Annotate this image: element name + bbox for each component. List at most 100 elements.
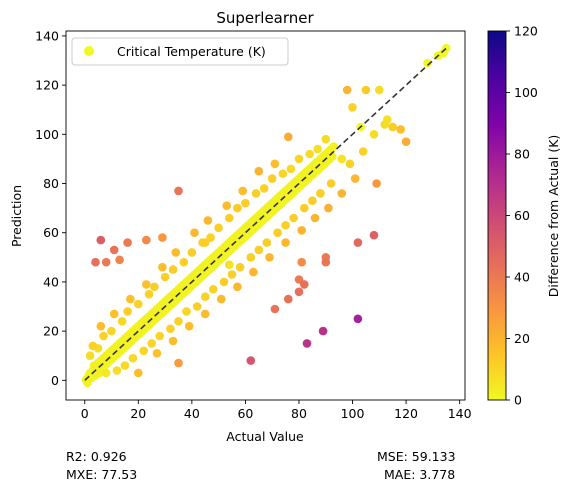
data-point xyxy=(345,159,355,169)
colorbar-tick-label: 60 xyxy=(514,208,530,223)
data-point xyxy=(439,48,448,58)
legend-marker xyxy=(84,46,94,56)
data-point xyxy=(192,302,202,311)
data-point xyxy=(123,307,132,316)
data-point xyxy=(182,307,191,316)
data-point xyxy=(120,361,130,370)
data-point xyxy=(227,270,237,279)
mxe-stat: MXE: 77.53 xyxy=(66,467,138,482)
mse-stat: MSE: 59.133 xyxy=(377,449,456,464)
data-point xyxy=(294,154,304,164)
data-point xyxy=(273,228,282,237)
data-point xyxy=(179,257,189,267)
data-point xyxy=(89,361,99,370)
data-point xyxy=(289,213,298,223)
data-point xyxy=(316,189,325,198)
data-point xyxy=(300,203,309,213)
data-point xyxy=(168,265,178,274)
data-point xyxy=(396,125,406,134)
data-point xyxy=(321,134,331,144)
data-point xyxy=(267,174,277,183)
data-point xyxy=(350,174,360,183)
data-point xyxy=(174,317,183,326)
data-point xyxy=(308,196,317,205)
data-point xyxy=(321,257,331,267)
data-point xyxy=(294,287,304,297)
data-point xyxy=(174,358,183,368)
legend-box xyxy=(71,37,289,66)
data-point xyxy=(297,257,307,267)
data-point xyxy=(358,147,368,156)
mae-stat: MAE: 3.778 xyxy=(384,467,456,482)
data-point xyxy=(85,351,95,361)
data-point xyxy=(95,368,104,378)
colorbar-gradient xyxy=(487,30,507,401)
data-point xyxy=(286,164,296,174)
data-point xyxy=(297,226,307,235)
data-point xyxy=(225,260,234,270)
data-point xyxy=(96,235,106,245)
x-tick-label: 40 xyxy=(184,406,200,421)
data-point xyxy=(281,238,290,247)
data-point xyxy=(251,189,261,198)
x-axis: 0 20 40 60 80 100 120 140 xyxy=(81,400,472,421)
x-axis-label: Actual Value xyxy=(226,429,304,444)
y-tick-label: 100 xyxy=(35,127,59,142)
data-point xyxy=(123,238,132,247)
data-point xyxy=(388,122,398,132)
data-point xyxy=(284,132,293,142)
data-point xyxy=(372,179,381,188)
data-point xyxy=(254,245,264,255)
data-point xyxy=(310,213,320,223)
colorbar-tick-label: 40 xyxy=(514,270,530,285)
identity-line xyxy=(84,47,447,381)
data-point xyxy=(329,142,339,151)
data-point xyxy=(166,324,175,334)
scatter-chart: Superlearner 0 20 40 60 80 100 120 140 0 20 40 60 8… xyxy=(9,9,561,444)
data-point xyxy=(214,223,223,233)
data-point xyxy=(142,235,151,245)
data-point xyxy=(147,339,156,348)
y-tick-label: 140 xyxy=(35,28,59,43)
data-point xyxy=(88,341,98,351)
data-point xyxy=(152,349,162,358)
plot-frame xyxy=(65,30,466,401)
data-point xyxy=(91,257,100,267)
data-point xyxy=(109,309,119,319)
data-point xyxy=(219,277,229,287)
x-tick-label: 140 xyxy=(448,406,472,421)
data-point xyxy=(198,238,207,247)
data-point xyxy=(305,149,315,159)
data-point xyxy=(380,120,390,129)
y-tick-label: 0 xyxy=(51,373,59,388)
data-point xyxy=(241,198,250,208)
data-point xyxy=(117,317,127,326)
x-tick-label: 20 xyxy=(130,406,146,421)
y-tick-label: 120 xyxy=(35,78,59,93)
data-point xyxy=(101,368,111,378)
data-point xyxy=(313,144,323,154)
x-tick-label: 60 xyxy=(237,406,253,421)
colorbar-tick-label: 100 xyxy=(514,85,538,100)
data-point xyxy=(139,346,148,356)
y-tick-label: 60 xyxy=(43,225,59,240)
data-point xyxy=(246,252,256,262)
data-point xyxy=(233,282,242,292)
data-point xyxy=(361,85,371,95)
data-point xyxy=(369,130,379,139)
data-point xyxy=(150,282,159,292)
x-tick-label: 100 xyxy=(341,406,365,421)
data-point xyxy=(115,255,124,265)
data-point xyxy=(238,186,247,196)
data-point xyxy=(171,248,181,257)
data-point xyxy=(262,238,272,247)
colorbar-label: Difference from Actual (K) xyxy=(546,135,561,298)
x-tick-label: 0 xyxy=(81,406,89,421)
data-point xyxy=(259,184,269,193)
data-point xyxy=(101,257,111,267)
data-point xyxy=(326,179,336,188)
data-point xyxy=(278,169,288,178)
data-point xyxy=(168,336,178,346)
data-point xyxy=(190,228,199,237)
data-point xyxy=(126,294,135,304)
